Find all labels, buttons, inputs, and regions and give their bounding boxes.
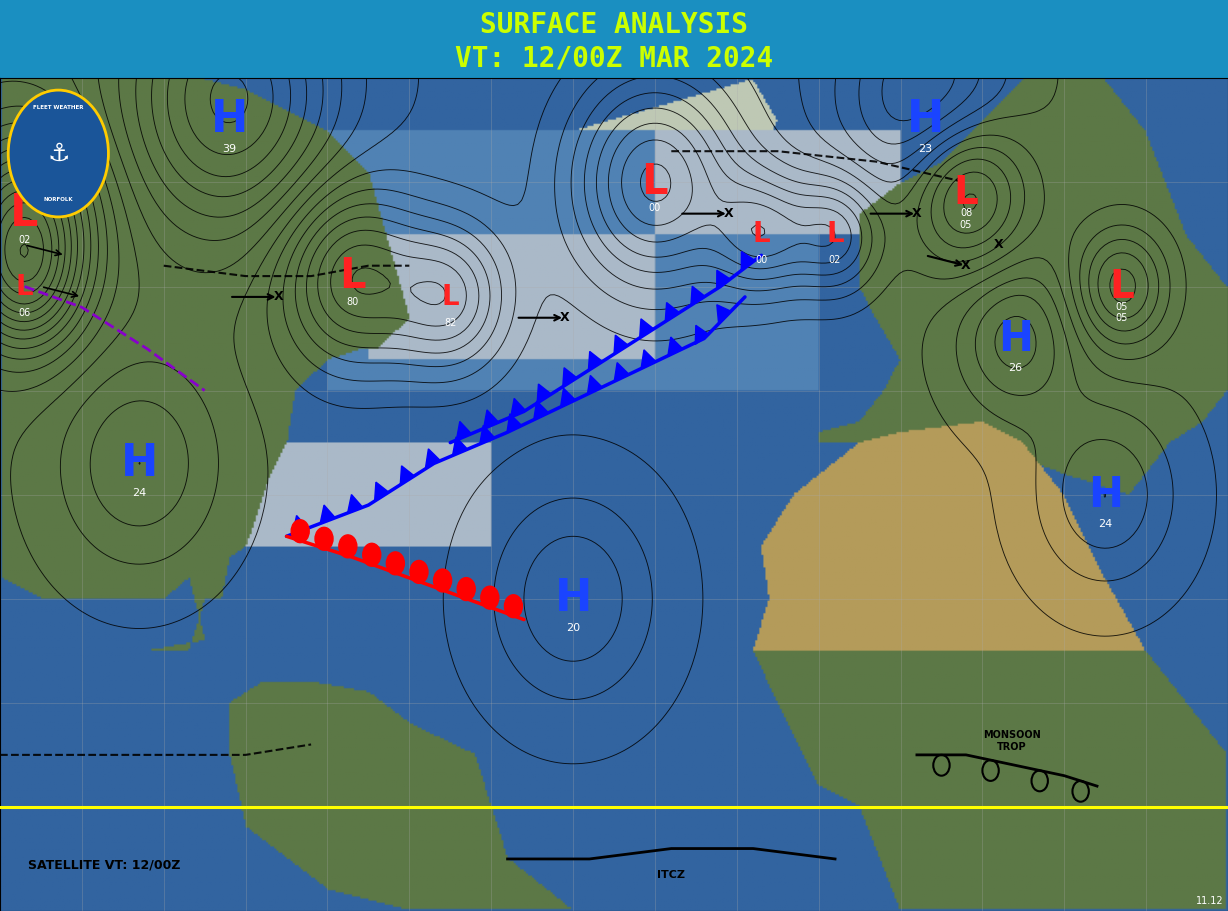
Circle shape bbox=[410, 560, 429, 583]
Polygon shape bbox=[742, 251, 755, 271]
Text: X: X bbox=[560, 312, 570, 324]
Text: 26: 26 bbox=[1008, 363, 1022, 373]
Text: L: L bbox=[641, 161, 668, 203]
Text: 06: 06 bbox=[18, 308, 31, 318]
Polygon shape bbox=[292, 516, 308, 534]
Text: X: X bbox=[723, 207, 733, 220]
Text: ITCZ: ITCZ bbox=[657, 870, 685, 880]
Polygon shape bbox=[537, 384, 551, 403]
Polygon shape bbox=[717, 305, 731, 323]
Text: SURFACE ANALYSIS: SURFACE ANALYSIS bbox=[480, 11, 748, 39]
Text: X: X bbox=[993, 239, 1003, 251]
Circle shape bbox=[505, 595, 522, 618]
Text: 24: 24 bbox=[1098, 519, 1113, 528]
Text: L: L bbox=[10, 192, 39, 235]
Text: L: L bbox=[339, 255, 366, 297]
Circle shape bbox=[9, 90, 108, 217]
Polygon shape bbox=[453, 437, 468, 456]
Text: H: H bbox=[1088, 474, 1122, 516]
Circle shape bbox=[291, 520, 309, 543]
Polygon shape bbox=[668, 337, 683, 356]
Text: MONSOON
TROP: MONSOON TROP bbox=[982, 730, 1041, 752]
Polygon shape bbox=[691, 286, 705, 305]
Text: NORFOLK: NORFOLK bbox=[43, 198, 74, 202]
Polygon shape bbox=[614, 363, 629, 382]
Polygon shape bbox=[457, 422, 472, 440]
Polygon shape bbox=[587, 375, 602, 394]
Text: X: X bbox=[912, 207, 922, 220]
Text: ⚓: ⚓ bbox=[47, 141, 70, 166]
Circle shape bbox=[387, 552, 404, 575]
Text: VT: 12/00Z MAR 2024: VT: 12/00Z MAR 2024 bbox=[454, 45, 774, 73]
Polygon shape bbox=[400, 466, 414, 485]
Polygon shape bbox=[321, 505, 335, 524]
Text: 39: 39 bbox=[222, 144, 236, 154]
Polygon shape bbox=[507, 414, 522, 433]
Text: X: X bbox=[962, 260, 971, 272]
Text: X: X bbox=[274, 291, 284, 303]
Text: 11.12: 11.12 bbox=[1196, 896, 1224, 906]
Text: H: H bbox=[997, 318, 1033, 360]
Polygon shape bbox=[375, 482, 389, 501]
Text: 02: 02 bbox=[829, 255, 841, 265]
Text: 24: 24 bbox=[133, 487, 146, 497]
Text: L: L bbox=[954, 174, 979, 212]
Text: 00: 00 bbox=[755, 255, 768, 265]
Text: L: L bbox=[16, 272, 33, 301]
Polygon shape bbox=[666, 302, 679, 322]
Text: H: H bbox=[906, 98, 944, 141]
Polygon shape bbox=[695, 325, 709, 344]
Text: 82: 82 bbox=[445, 318, 457, 328]
Circle shape bbox=[362, 543, 381, 567]
Polygon shape bbox=[561, 388, 576, 407]
Polygon shape bbox=[562, 368, 577, 387]
Polygon shape bbox=[511, 398, 526, 417]
Polygon shape bbox=[480, 425, 495, 444]
Text: H: H bbox=[210, 98, 248, 141]
Circle shape bbox=[339, 535, 357, 558]
Text: L: L bbox=[441, 283, 459, 311]
Text: 05
05: 05 05 bbox=[1115, 302, 1127, 323]
Polygon shape bbox=[534, 401, 549, 420]
Text: H: H bbox=[554, 578, 592, 620]
Text: H: H bbox=[120, 442, 158, 485]
Polygon shape bbox=[426, 449, 441, 467]
Text: 00: 00 bbox=[648, 203, 661, 213]
Polygon shape bbox=[641, 350, 656, 369]
Text: L: L bbox=[1109, 268, 1133, 305]
Circle shape bbox=[433, 569, 452, 592]
Polygon shape bbox=[484, 410, 499, 428]
Polygon shape bbox=[717, 271, 731, 290]
Circle shape bbox=[457, 578, 475, 600]
Text: FLEET WEATHER: FLEET WEATHER bbox=[33, 105, 84, 109]
Text: 08
05: 08 05 bbox=[960, 208, 973, 230]
Text: 20: 20 bbox=[566, 623, 580, 633]
Circle shape bbox=[481, 586, 499, 609]
Polygon shape bbox=[588, 352, 603, 371]
Text: 80: 80 bbox=[346, 297, 359, 307]
Text: SATELLITE VT: 12/00Z: SATELLITE VT: 12/00Z bbox=[28, 859, 181, 872]
Circle shape bbox=[316, 527, 333, 550]
Text: L: L bbox=[753, 220, 770, 249]
Text: 02: 02 bbox=[18, 235, 31, 245]
Polygon shape bbox=[640, 319, 653, 338]
Polygon shape bbox=[614, 335, 628, 354]
Text: L: L bbox=[826, 220, 844, 249]
Text: 23: 23 bbox=[919, 144, 932, 154]
Polygon shape bbox=[348, 495, 362, 513]
